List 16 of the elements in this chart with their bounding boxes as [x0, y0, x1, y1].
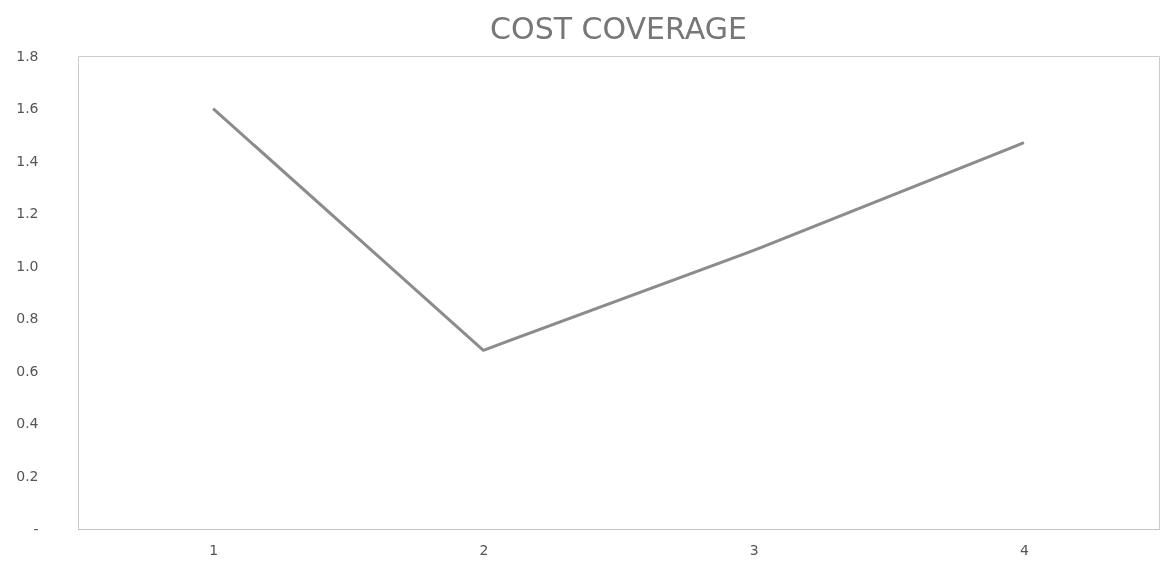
y-tick-label: 1.4 [16, 152, 39, 169]
line-series [211, 107, 1026, 352]
chart-title: COST COVERAGE [490, 11, 747, 46]
y-tick-label: 1.8 [16, 47, 39, 64]
y-tick-label: 1.0 [16, 257, 39, 274]
x-tick-label: 2 [479, 541, 489, 558]
x-tick-label: 4 [1019, 541, 1029, 558]
x-tick-label: 1 [209, 541, 219, 558]
y-tick-label: 0.8 [16, 310, 39, 327]
y-tick-label: 0.4 [16, 415, 39, 432]
y-tick-label: - [33, 520, 39, 537]
x-tick-label: 3 [749, 541, 759, 558]
y-tick-label: 0.6 [16, 362, 39, 379]
y-tick-label: 1.2 [16, 205, 39, 222]
y-tick-label: 0.2 [16, 467, 39, 484]
y-tick-label: 1.6 [16, 100, 39, 117]
